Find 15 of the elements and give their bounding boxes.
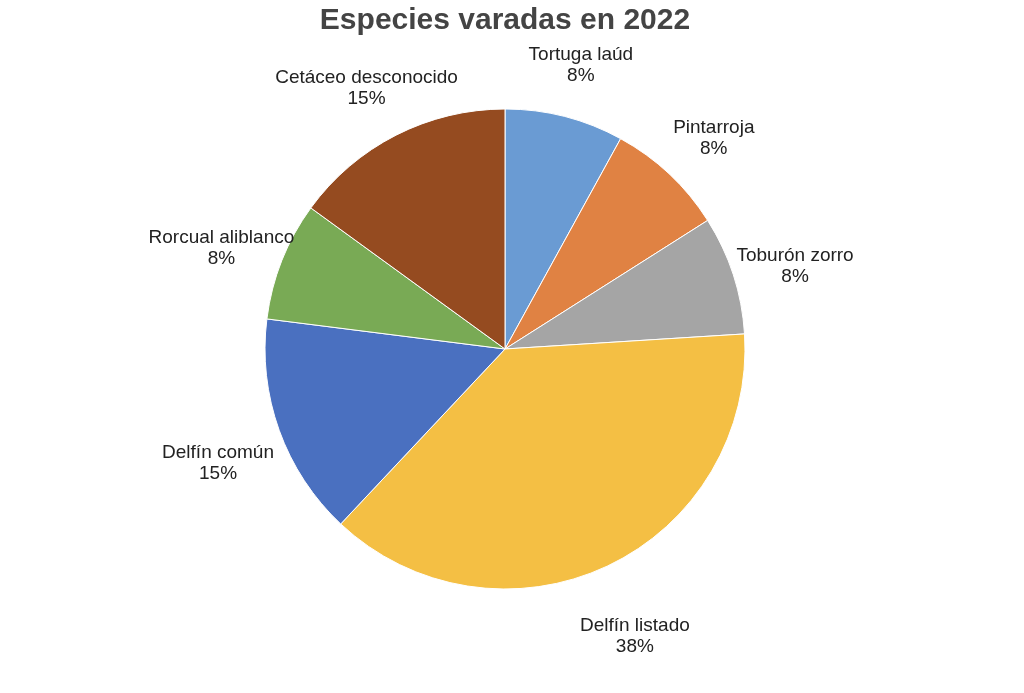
data-label: 8% xyxy=(207,246,236,268)
data-label: 8% xyxy=(700,136,728,158)
slice-label: Toburón zorro xyxy=(736,243,854,265)
data-label: 15% xyxy=(347,87,386,109)
slice-label: Tortuga laúd xyxy=(528,42,634,64)
data-label: 15% xyxy=(199,462,238,484)
chart-title: Especies varadas en 2022 xyxy=(319,2,691,35)
data-label: 8% xyxy=(781,264,809,286)
slice-label: Cetáceo desconocido xyxy=(275,66,458,88)
slice-label: Delfín común xyxy=(162,441,275,463)
slice-label: Delfín listado xyxy=(579,613,690,635)
data-label: 38% xyxy=(615,634,654,656)
slice-label: Pintarroja xyxy=(673,115,755,137)
data-label: 8% xyxy=(567,63,595,85)
slice-label: Rorcual aliblanco xyxy=(148,225,295,247)
